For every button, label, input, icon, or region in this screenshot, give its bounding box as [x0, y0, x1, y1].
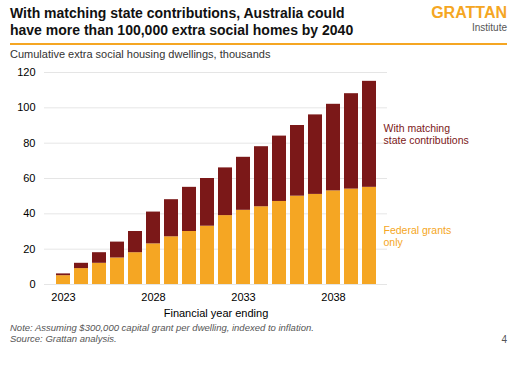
html-text:4: 4 [501, 334, 507, 346]
svg-text:80: 80 [23, 136, 35, 148]
html-text:GRATTAN: GRATTAN [431, 4, 507, 21]
svg-text:2023: 2023 [51, 291, 75, 303]
svg-text:2038: 2038 [321, 291, 345, 303]
svg-text:20: 20 [23, 242, 35, 254]
html-text:Cumulative extra social housin: Cumulative extra social housing dwelling… [10, 47, 271, 60]
svg-text:2033: 2033 [231, 291, 255, 303]
svg-text:Federal grantsonly: Federal grantsonly [384, 223, 452, 247]
html-text:Institute: Institute [472, 22, 507, 33]
svg-text:120: 120 [17, 66, 35, 78]
svg-text:With matchingstate contributio: With matchingstate contributions [384, 122, 469, 146]
svg-text:0: 0 [29, 278, 35, 290]
svg-text:2028: 2028 [141, 291, 165, 303]
svg-text:100: 100 [17, 101, 35, 113]
html-text:With matching state contributi: With matching state contributions, Austr… [10, 5, 354, 38]
html-text:Note: Assuming $300,000 capita: Note: Assuming $300,000 capital grant pe… [10, 321, 314, 345]
svg-text:Financial year ending: Financial year ending [164, 306, 269, 318]
svg-text:40: 40 [23, 207, 35, 219]
svg-text:60: 60 [23, 172, 35, 184]
